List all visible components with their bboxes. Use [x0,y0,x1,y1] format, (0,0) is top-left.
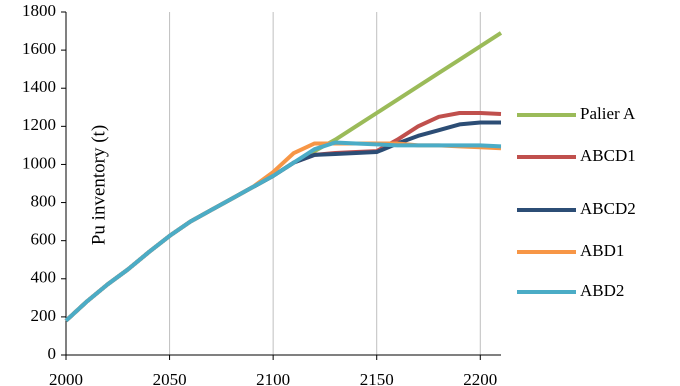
y-tick-label: 0 [48,344,57,363]
y-tick-label: 1400 [22,77,56,96]
y-tick-label: 1600 [22,39,56,58]
series-line [64,31,503,323]
x-tick-label: 2200 [463,370,497,386]
x-tick-label: 2100 [256,370,290,386]
y-axis-label: Pu inventory (t) [88,125,109,245]
series-line [64,120,501,323]
x-tick-label: 2150 [360,370,394,386]
legend-label: ABD1 [580,241,624,260]
y-tick-label: 1000 [22,153,56,172]
series-line [64,140,502,323]
x-tick-label: 2050 [153,370,187,386]
legend-label: ABCD1 [580,146,636,165]
legend-label: ABD2 [580,281,624,300]
legend-label: ABCD2 [580,199,636,218]
y-tick-label: 400 [31,268,57,287]
y-tick-label: 1200 [22,115,56,134]
y-tick-label: 800 [31,191,57,210]
x-tick-label: 2000 [49,370,83,386]
legend-label: Palier A [580,104,636,123]
y-tick-label: 600 [31,230,57,249]
y-tick-label: 1800 [22,1,56,20]
y-tick-label: 200 [31,306,57,325]
